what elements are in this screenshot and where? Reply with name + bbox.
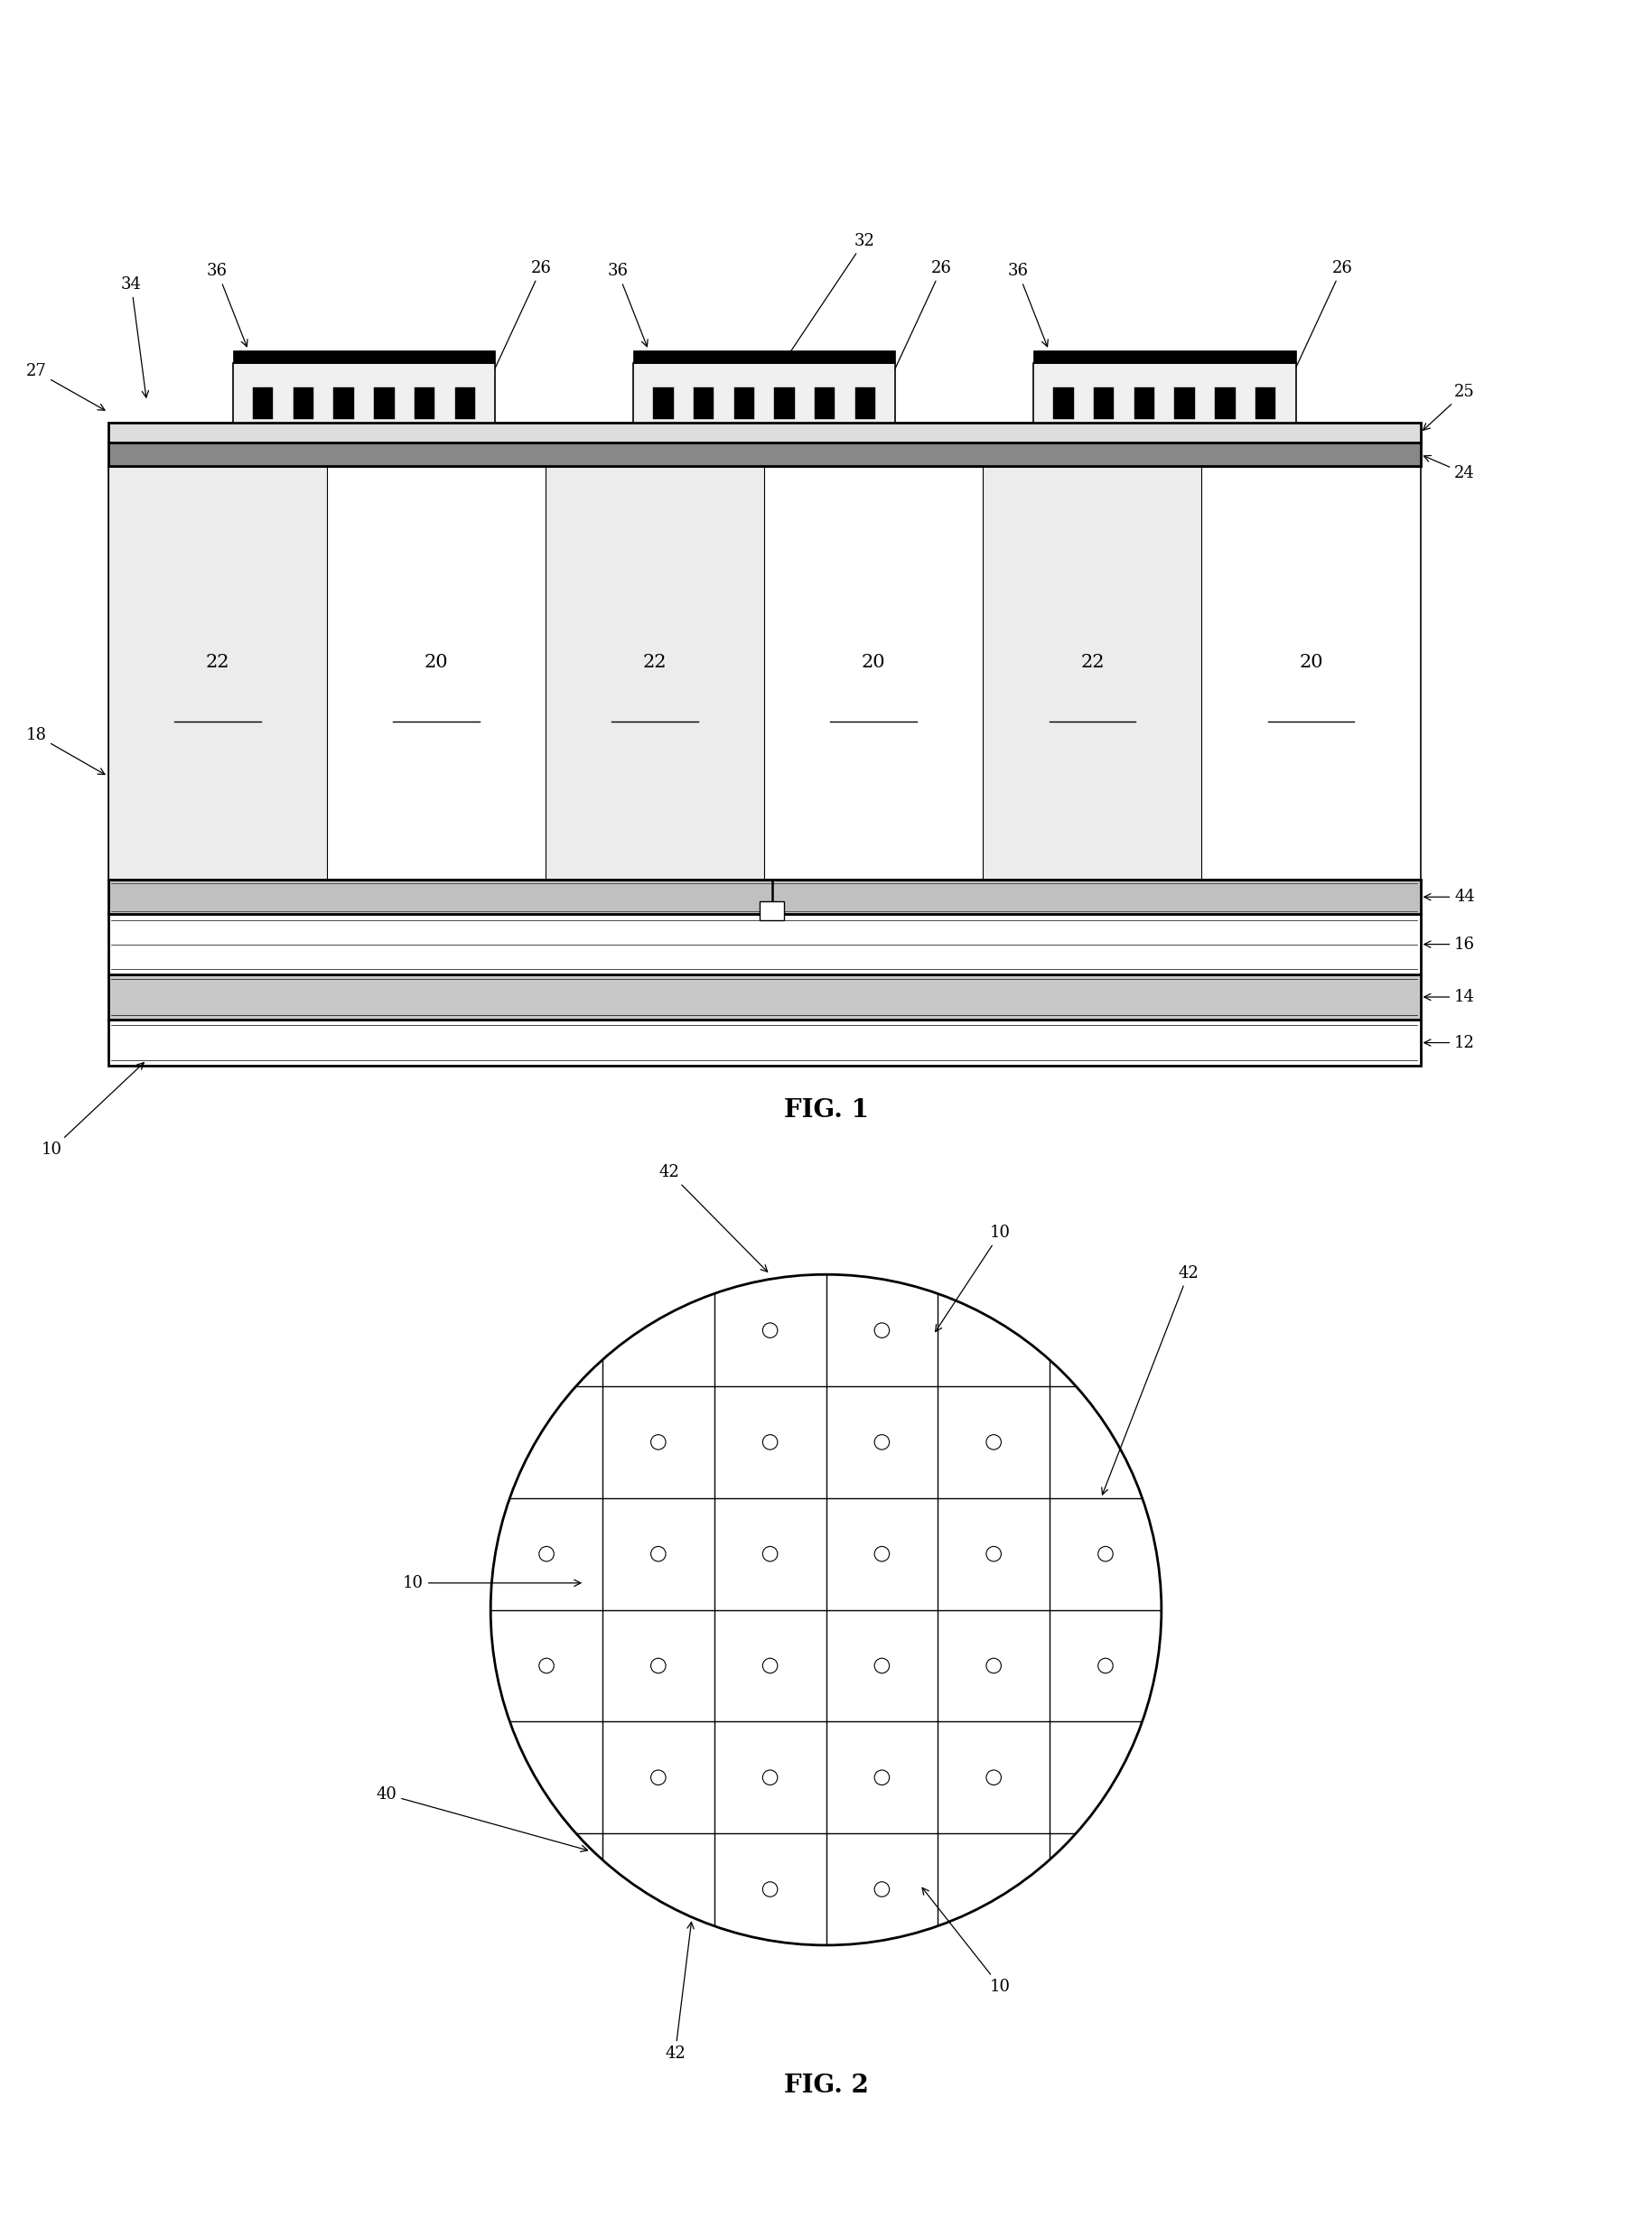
Polygon shape <box>760 901 785 920</box>
Polygon shape <box>1032 350 1295 364</box>
Text: FIG. 1: FIG. 1 <box>783 1098 869 1122</box>
Text: 42: 42 <box>659 1164 768 1271</box>
Text: 26: 26 <box>1282 260 1353 397</box>
Polygon shape <box>107 466 327 881</box>
Text: 12: 12 <box>1424 1034 1475 1051</box>
Circle shape <box>874 1435 889 1451</box>
Circle shape <box>763 1546 778 1561</box>
Circle shape <box>651 1659 666 1672</box>
Polygon shape <box>694 388 714 419</box>
Text: 36: 36 <box>1008 264 1047 346</box>
Polygon shape <box>1094 388 1113 419</box>
Text: 24: 24 <box>1424 455 1475 481</box>
Circle shape <box>874 1770 889 1785</box>
Polygon shape <box>233 350 496 364</box>
Text: 22: 22 <box>643 654 667 670</box>
Text: 26: 26 <box>481 260 552 397</box>
Circle shape <box>763 1435 778 1451</box>
Circle shape <box>874 1659 889 1672</box>
Polygon shape <box>1175 388 1194 419</box>
Text: 14: 14 <box>1424 989 1475 1005</box>
Polygon shape <box>294 388 314 419</box>
Text: 44: 44 <box>1424 889 1475 905</box>
Circle shape <box>539 1546 553 1561</box>
Circle shape <box>1099 1546 1113 1561</box>
Circle shape <box>651 1546 666 1561</box>
Circle shape <box>986 1770 1001 1785</box>
Polygon shape <box>107 444 1421 466</box>
Polygon shape <box>733 388 755 419</box>
Polygon shape <box>983 466 1201 881</box>
Polygon shape <box>1032 364 1295 424</box>
Text: 36: 36 <box>608 264 648 346</box>
Polygon shape <box>1256 388 1275 419</box>
Polygon shape <box>633 350 895 364</box>
Polygon shape <box>633 364 895 424</box>
Circle shape <box>651 1770 666 1785</box>
Text: 25: 25 <box>1422 384 1475 430</box>
Text: 18: 18 <box>25 728 104 774</box>
Polygon shape <box>1054 388 1074 419</box>
Text: 16: 16 <box>1424 936 1475 952</box>
Text: 10: 10 <box>41 1062 144 1158</box>
Circle shape <box>986 1435 1001 1451</box>
Polygon shape <box>107 914 1421 974</box>
Circle shape <box>651 1435 666 1451</box>
Text: 22: 22 <box>205 654 230 670</box>
Text: 42: 42 <box>664 1923 694 2063</box>
Text: 20: 20 <box>1298 654 1323 670</box>
Polygon shape <box>545 466 765 881</box>
Circle shape <box>1099 1659 1113 1672</box>
Text: 40: 40 <box>377 1785 588 1852</box>
Polygon shape <box>653 388 674 419</box>
Polygon shape <box>233 364 496 424</box>
Text: 20: 20 <box>862 654 885 670</box>
Polygon shape <box>856 388 876 419</box>
Polygon shape <box>775 388 795 419</box>
Polygon shape <box>814 388 834 419</box>
Text: 32: 32 <box>775 233 876 377</box>
Text: 22: 22 <box>1080 654 1104 670</box>
Polygon shape <box>107 881 1421 914</box>
Text: 20: 20 <box>425 654 448 670</box>
Circle shape <box>874 1322 889 1337</box>
Text: 10: 10 <box>922 1888 1011 1994</box>
Polygon shape <box>765 466 983 881</box>
Circle shape <box>763 1770 778 1785</box>
Polygon shape <box>415 388 434 419</box>
Text: 10: 10 <box>403 1575 582 1590</box>
Circle shape <box>986 1659 1001 1672</box>
Circle shape <box>763 1881 778 1896</box>
Text: 42: 42 <box>1102 1264 1199 1495</box>
Polygon shape <box>1135 388 1155 419</box>
Text: 36: 36 <box>206 264 248 346</box>
Polygon shape <box>253 388 273 419</box>
Text: 26: 26 <box>882 260 952 397</box>
Circle shape <box>539 1659 553 1672</box>
Polygon shape <box>107 424 1421 444</box>
Text: 27: 27 <box>26 364 104 410</box>
Polygon shape <box>107 1020 1421 1065</box>
Circle shape <box>874 1881 889 1896</box>
Polygon shape <box>334 388 354 419</box>
Text: 34: 34 <box>121 277 149 397</box>
Text: FIG. 2: FIG. 2 <box>783 2074 869 2098</box>
Polygon shape <box>454 388 476 419</box>
Text: 10: 10 <box>935 1224 1011 1331</box>
Circle shape <box>763 1659 778 1672</box>
Polygon shape <box>1201 466 1421 881</box>
Circle shape <box>763 1322 778 1337</box>
Polygon shape <box>107 974 1421 1020</box>
Polygon shape <box>373 388 395 419</box>
Circle shape <box>986 1546 1001 1561</box>
Circle shape <box>874 1546 889 1561</box>
Polygon shape <box>327 466 545 881</box>
Polygon shape <box>1214 388 1236 419</box>
